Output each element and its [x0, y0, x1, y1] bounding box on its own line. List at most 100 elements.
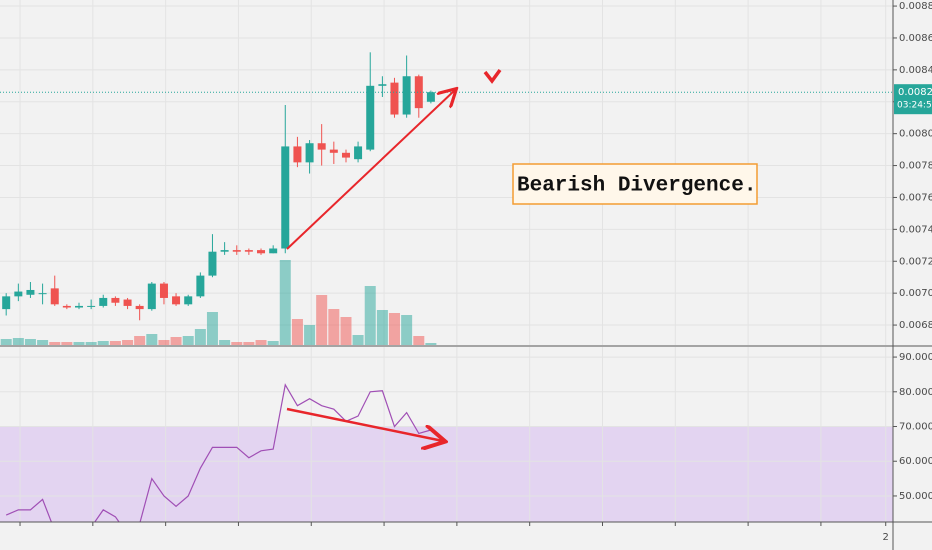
- candle-body: [147, 283, 156, 310]
- candle-body: [87, 305, 96, 307]
- volume-bar: [170, 337, 182, 345]
- candle-body: [269, 248, 278, 254]
- volume-bar: [376, 310, 388, 345]
- volume-bar: [267, 341, 279, 345]
- candle-body: [317, 143, 326, 150]
- volume-bar: [340, 317, 352, 345]
- volume-bar: [158, 340, 170, 345]
- volume-bar: [231, 342, 243, 345]
- volume-bar: [134, 336, 146, 345]
- volume-bar: [122, 340, 134, 345]
- candle-body: [111, 297, 120, 303]
- volume-bar: [24, 339, 36, 345]
- candle-body: [172, 296, 181, 305]
- volume-bar: [328, 309, 340, 345]
- annotation-text: Bearish Divergence.: [517, 175, 756, 198]
- volume-bar: [12, 338, 24, 345]
- candle-body: [50, 288, 59, 305]
- pane: [0, 0, 893, 345]
- volume-bar: [304, 325, 316, 345]
- volume-bar: [0, 339, 12, 345]
- candle-body: [208, 251, 217, 276]
- volume-bar: [219, 340, 231, 345]
- volume-bar: [182, 336, 194, 345]
- volume-bar: [109, 341, 121, 345]
- y-tick-label: 70.0000: [899, 422, 932, 433]
- pane: [0, 347, 893, 522]
- candle-body: [14, 291, 23, 297]
- y-tick-label: 90.0000: [899, 352, 932, 363]
- y-tick-label: 60.0000: [899, 456, 932, 467]
- price-trend-arrow: [286, 90, 455, 250]
- volume-bar: [73, 342, 85, 345]
- volume-bar: [413, 336, 425, 345]
- volume-bar: [61, 342, 73, 345]
- candle-body: [159, 283, 168, 298]
- check-icon: [483, 68, 502, 84]
- volume-bar: [49, 342, 61, 345]
- rsi-trend-arrow: [286, 407, 443, 441]
- volume-bar: [401, 315, 413, 345]
- candle-body: [390, 82, 399, 115]
- candle-body: [196, 275, 205, 297]
- rsi-band: [0, 426, 893, 522]
- candle-body: [414, 76, 423, 109]
- volume-bar: [279, 260, 291, 345]
- volume-bar: [97, 341, 109, 345]
- candle-body: [26, 289, 35, 295]
- volume-bar: [388, 313, 400, 345]
- volume-bar: [206, 312, 218, 345]
- candle-body: [366, 85, 375, 150]
- volume-bar: [37, 340, 49, 345]
- volume-bar: [243, 342, 255, 345]
- volume-bar: [146, 334, 158, 345]
- candle-body: [38, 293, 47, 295]
- candle-body: [123, 299, 132, 306]
- volume-bar: [352, 335, 364, 345]
- countdown-label: 03:24:51: [897, 101, 932, 111]
- candle-body: [220, 250, 229, 252]
- candle-body: [293, 146, 302, 163]
- candle-body: [135, 305, 144, 310]
- volume-bar: [85, 342, 97, 345]
- candle-body: [244, 250, 253, 252]
- volume-bar: [291, 319, 303, 345]
- candle-body: [74, 305, 83, 308]
- volume-bar: [425, 343, 437, 345]
- last-price-tag: [894, 84, 932, 115]
- candle-body: [426, 92, 435, 102]
- candle-body: [99, 297, 108, 306]
- candle-body: [62, 305, 71, 308]
- candle-body: [281, 146, 290, 249]
- candle-body: [184, 296, 193, 305]
- candle-body: [341, 152, 350, 158]
- y-tick-label: 80.0000: [899, 387, 932, 398]
- candle-body: [257, 250, 266, 254]
- volume-bar: [316, 295, 328, 345]
- candle-body: [232, 250, 241, 252]
- candle-body: [378, 84, 387, 86]
- annotation-box: [512, 163, 758, 205]
- last-price-label: 0.00826: [898, 87, 932, 98]
- candle-body: [402, 76, 411, 115]
- volume-bar: [255, 340, 267, 345]
- candle-body: [2, 296, 11, 310]
- volume-bar: [194, 329, 206, 345]
- candle-body: [354, 146, 363, 160]
- candle-body: [329, 149, 338, 153]
- x-tick-label: 2: [883, 532, 889, 543]
- volume-bar: [364, 286, 376, 345]
- y-tick-label: 50.0000: [899, 491, 932, 502]
